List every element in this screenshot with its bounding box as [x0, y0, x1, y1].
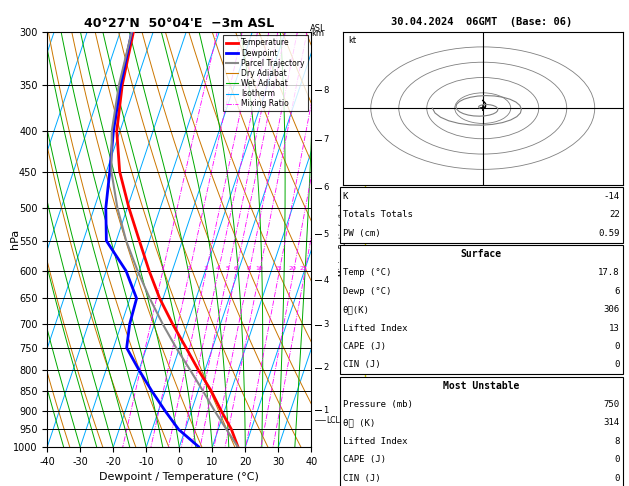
Text: 314: 314: [603, 418, 620, 427]
Text: CIN (J): CIN (J): [343, 474, 381, 483]
Text: 3: 3: [323, 320, 328, 329]
Title: 40°27'N  50°04'E  −3m ASL: 40°27'N 50°04'E −3m ASL: [84, 17, 274, 31]
Text: 4: 4: [323, 276, 328, 284]
Text: km: km: [311, 30, 325, 38]
Text: 7: 7: [323, 135, 328, 144]
Legend: Temperature, Dewpoint, Parcel Trajectory, Dry Adiabat, Wet Adiabat, Isotherm, Mi: Temperature, Dewpoint, Parcel Trajectory…: [223, 35, 308, 111]
Text: θᴇ(K): θᴇ(K): [343, 305, 370, 314]
Text: 15: 15: [274, 266, 282, 271]
Text: 25: 25: [300, 266, 308, 271]
Text: 3: 3: [203, 266, 208, 271]
Text: hPa: hPa: [11, 229, 21, 249]
Text: Pressure (mb): Pressure (mb): [343, 400, 413, 409]
Text: 8: 8: [247, 266, 250, 271]
Text: Dewp (°C): Dewp (°C): [343, 287, 391, 295]
Text: 6: 6: [233, 266, 237, 271]
Text: 10: 10: [255, 266, 263, 271]
Text: 8: 8: [323, 86, 328, 95]
Text: Most Unstable: Most Unstable: [443, 381, 520, 391]
Text: 0: 0: [614, 474, 620, 483]
Text: 2: 2: [323, 364, 328, 372]
Text: 0: 0: [614, 361, 620, 369]
Text: CAPE (J): CAPE (J): [343, 455, 386, 464]
Text: Lifted Index: Lifted Index: [343, 324, 408, 332]
Text: 1: 1: [323, 406, 328, 415]
Text: LCL: LCL: [326, 416, 340, 425]
Text: 0: 0: [614, 342, 620, 351]
Text: 6: 6: [614, 287, 620, 295]
Text: 306: 306: [603, 305, 620, 314]
Text: -14: -14: [603, 192, 620, 201]
Text: ASL: ASL: [310, 24, 326, 34]
Text: PW (cm): PW (cm): [343, 229, 381, 238]
Text: 5: 5: [323, 230, 328, 239]
Text: 0: 0: [614, 455, 620, 464]
Text: CIN (J): CIN (J): [343, 361, 381, 369]
Text: 4: 4: [216, 266, 220, 271]
Text: 1: 1: [160, 266, 164, 271]
Text: Surface: Surface: [460, 249, 502, 259]
Text: 750: 750: [603, 400, 620, 409]
Text: kt: kt: [348, 36, 357, 45]
Text: 5: 5: [225, 266, 229, 271]
Text: Lifted Index: Lifted Index: [343, 437, 408, 446]
Text: CAPE (J): CAPE (J): [343, 342, 386, 351]
Text: Temp (°C): Temp (°C): [343, 268, 391, 277]
Text: θᴇ (K): θᴇ (K): [343, 418, 375, 427]
Text: 6: 6: [323, 183, 328, 192]
Text: Totals Totals: Totals Totals: [343, 210, 413, 219]
Text: 0.59: 0.59: [598, 229, 620, 238]
Text: 17.8: 17.8: [598, 268, 620, 277]
Text: 8: 8: [614, 437, 620, 446]
Text: 2: 2: [187, 266, 191, 271]
Text: 20: 20: [289, 266, 296, 271]
Text: K: K: [343, 192, 348, 201]
Text: 13: 13: [609, 324, 620, 332]
Text: 30.04.2024  06GMT  (Base: 06): 30.04.2024 06GMT (Base: 06): [391, 17, 572, 27]
Text: Mixing Ratio (g/kg): Mixing Ratio (g/kg): [340, 203, 348, 276]
X-axis label: Dewpoint / Temperature (°C): Dewpoint / Temperature (°C): [99, 472, 259, 483]
Text: 22: 22: [609, 210, 620, 219]
